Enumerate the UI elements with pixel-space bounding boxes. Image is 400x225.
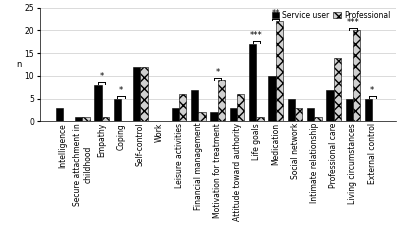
Bar <box>94 85 102 122</box>
Text: ***: *** <box>250 32 263 40</box>
Bar <box>75 117 82 122</box>
Bar <box>295 108 302 122</box>
Bar <box>307 108 314 122</box>
Bar <box>172 108 179 122</box>
Bar <box>276 21 283 122</box>
Bar <box>365 99 372 122</box>
Text: **: ** <box>272 9 280 18</box>
Text: *: * <box>100 72 104 81</box>
Text: *: * <box>216 68 220 77</box>
Bar <box>140 67 148 122</box>
Bar <box>346 99 353 122</box>
Bar <box>334 58 341 122</box>
Bar <box>249 44 256 122</box>
Bar <box>288 99 295 122</box>
Bar <box>326 90 334 122</box>
Bar <box>230 108 237 122</box>
Bar <box>191 90 198 122</box>
Bar <box>268 76 276 122</box>
Bar <box>210 112 218 122</box>
Text: *: * <box>370 86 374 95</box>
Bar <box>218 81 225 122</box>
Bar <box>56 108 63 122</box>
Text: *: * <box>119 86 123 95</box>
Text: ***: *** <box>346 18 359 27</box>
Y-axis label: n: n <box>16 60 22 69</box>
Bar <box>353 30 360 122</box>
Bar <box>237 94 244 122</box>
Bar <box>314 117 322 122</box>
Bar <box>133 67 140 122</box>
Bar <box>179 94 186 122</box>
Bar <box>102 117 109 122</box>
Bar <box>198 112 206 122</box>
Legend: Service user, Professional: Service user, Professional <box>270 9 392 21</box>
Bar <box>256 117 264 122</box>
Bar <box>114 99 121 122</box>
Bar <box>82 117 90 122</box>
